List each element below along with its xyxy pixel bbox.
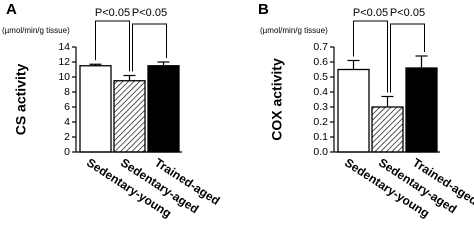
significance-bracket — [132, 23, 167, 72]
unit-label: (µmol/min/g tissue) — [260, 26, 328, 35]
bar — [405, 67, 438, 153]
significance-label: P<0.05 — [95, 7, 130, 19]
y-tick-label: 6 — [64, 101, 70, 113]
y-tick-label: 0.4 — [313, 86, 328, 98]
bar — [79, 65, 112, 153]
panel-label: A — [6, 1, 17, 18]
significance-label: P<0.05 — [353, 7, 388, 19]
y-tick-label: 8 — [64, 86, 70, 98]
panel-label: B — [258, 1, 269, 18]
y-tick-label: 0 — [64, 146, 70, 158]
bar — [371, 106, 404, 153]
significance-bracket — [95, 20, 130, 72]
significance-bracket — [390, 23, 425, 93]
bar — [113, 80, 146, 153]
y-tick-label: 14 — [58, 41, 70, 53]
bar — [337, 68, 370, 153]
y-tick-label: 4 — [64, 116, 70, 128]
y-tick-label: 0.7 — [313, 41, 328, 53]
y-tick-label: 0.3 — [313, 101, 328, 113]
y-tick-label: 0.6 — [313, 56, 328, 68]
y-tick-label: 2 — [64, 131, 70, 143]
significance-label: P<0.05 — [132, 7, 167, 19]
bar — [147, 65, 180, 153]
y-tick-label: 0.5 — [313, 71, 328, 83]
y-tick-label: 0.1 — [313, 131, 328, 143]
y-axis-title: CS activity — [13, 63, 29, 135]
significance-label: P<0.05 — [390, 7, 425, 19]
significance-bracket — [353, 20, 388, 93]
y-axis-title: COX activity — [269, 58, 285, 141]
y-tick-label: 12 — [58, 56, 70, 68]
y-tick-label: 0.0 — [313, 146, 328, 158]
y-tick-label: 10 — [58, 71, 70, 83]
unit-label: (µmol/min/g tissue) — [2, 26, 70, 35]
y-tick-label: 0.2 — [313, 116, 328, 128]
